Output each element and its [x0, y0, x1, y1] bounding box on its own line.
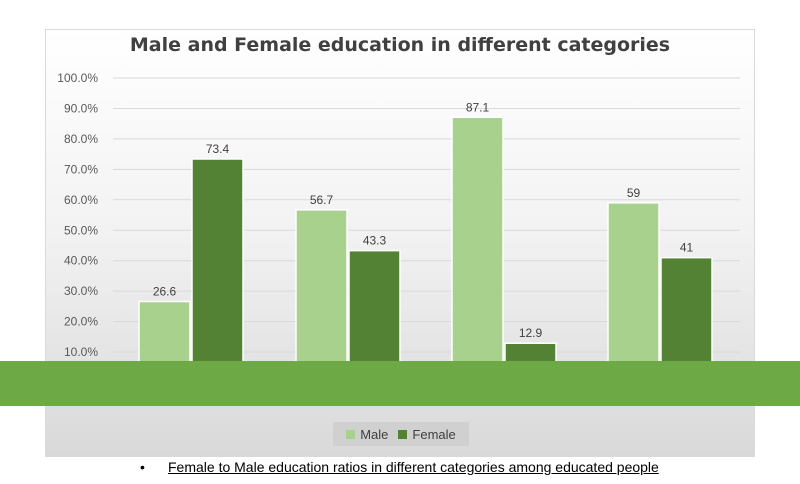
bar-male	[295, 209, 348, 384]
data-label: 41	[680, 241, 694, 255]
data-label: 87.1	[466, 100, 490, 114]
legend-swatch-female	[398, 429, 408, 439]
legend: Male Female	[333, 422, 469, 446]
chart-title: Male and Female education in different c…	[129, 34, 671, 56]
data-label: 43.3	[363, 234, 387, 248]
legend-swatch-male	[346, 429, 356, 439]
caption-text: Female to Male education ratios in diffe…	[168, 459, 659, 475]
y-tick-label: 100.0%	[57, 71, 98, 85]
legend-item-male: Male	[346, 427, 388, 442]
green-overlay-band	[0, 361, 800, 406]
bar-male	[451, 116, 504, 384]
y-tick-label: 10.0%	[64, 345, 98, 359]
y-tick-label: 70.0%	[64, 162, 98, 176]
y-tick-label: 30.0%	[64, 284, 98, 298]
legend-label-female: Female	[412, 426, 456, 442]
y-tick-label: 60.0%	[64, 193, 98, 207]
bar-female	[191, 158, 244, 384]
y-tick-label: 40.0%	[64, 254, 98, 268]
y-tick-label: 90.0%	[64, 101, 98, 115]
data-label: 12.9	[519, 326, 543, 340]
data-label: 73.4	[206, 142, 230, 156]
y-tick-label: 20.0%	[64, 315, 98, 329]
caption-bullet: •	[140, 459, 145, 475]
legend-item-female: Female	[398, 426, 456, 442]
legend-label-male: Male	[360, 426, 389, 442]
caption: • Female to Male education ratios in dif…	[140, 459, 659, 475]
bar-male	[607, 202, 660, 384]
data-label: 26.6	[153, 285, 177, 299]
y-tick-label: 50.0%	[64, 223, 98, 237]
data-label: 56.7	[310, 193, 334, 207]
data-label: 59	[627, 186, 641, 200]
y-tick-label: 80.0%	[64, 132, 98, 146]
